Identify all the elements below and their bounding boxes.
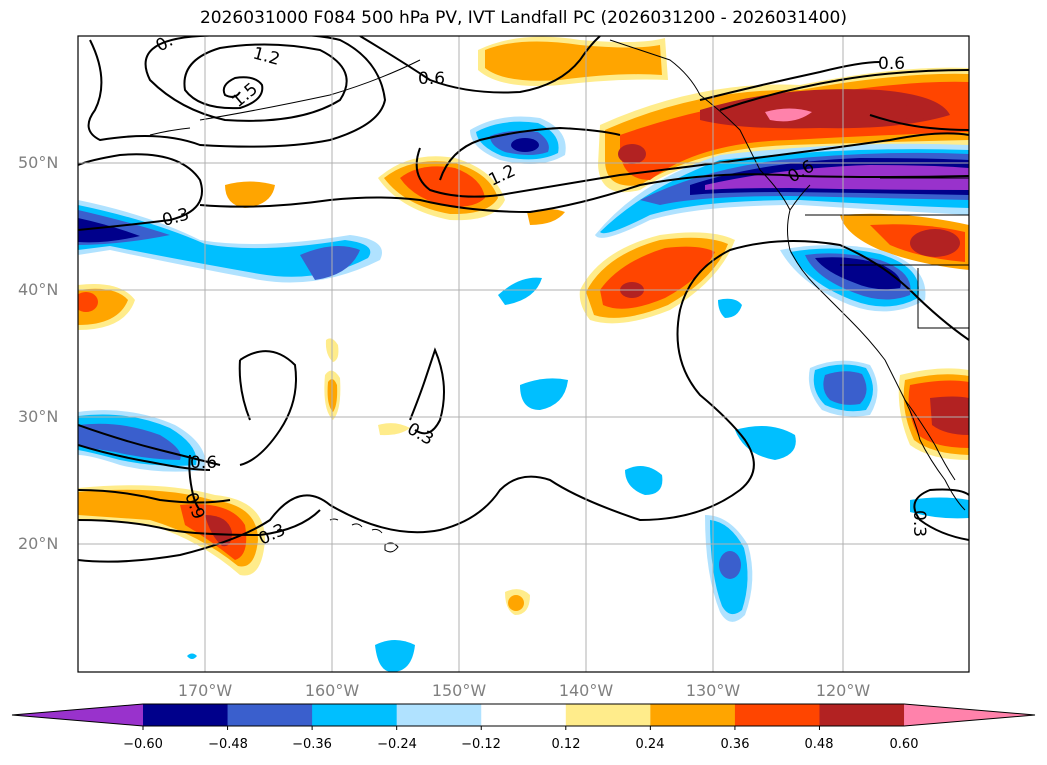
coastlines [149,39,969,553]
contour-label: 0.6 [418,69,445,89]
pv-contours [78,36,969,563]
lon-label-170w: 170°W [177,681,233,700]
lon-label-120w: 120°W [815,681,871,700]
colorbar-cell [904,704,1035,726]
colorbar-tick: −0.24 [377,737,417,752]
colorbar-cell [227,704,313,726]
lat-label-30n: 30°N [18,407,59,426]
lat-label-40n: 40°N [18,280,59,299]
lon-label-160w: 160°W [304,681,360,700]
contour-label: 0.6 [878,54,905,74]
colorbar-tick: −0.36 [292,737,332,752]
gridlines [78,36,969,672]
colorbar-cell [396,704,482,726]
map-panel: 0. 1.2 1.5 0.6 1.2 0.3 0.6 0.9 0.3 0.3 0… [77,31,970,673]
colorbar-cell [734,704,820,726]
colorbar-tick: 0.24 [635,737,665,752]
shaded-anomalies [78,36,969,672]
colorbar-cell [565,704,651,726]
colorbar-tick: 0.36 [720,737,750,752]
colorbar [11,703,1036,730]
colorbar-tick: 0.48 [804,737,834,752]
colorbar-tick: −0.60 [123,737,163,752]
map-title: 2026031000 F084 500 hPa PV, IVT Landfall… [199,8,847,28]
contour-label: 0.3 [909,510,929,537]
lon-label-130w: 130°W [685,681,741,700]
lat-label-50n: 50°N [18,153,59,172]
colorbar-tick: −0.12 [461,737,501,752]
lat-label-20n: 20°N [18,534,59,553]
map-frame [77,35,970,673]
colorbar-tick: 0.60 [889,737,919,752]
colorbar-cell [650,704,736,726]
colorbar-tick: 0.12 [551,737,581,752]
colorbar-cell [312,704,398,726]
colorbar-cell [143,704,229,726]
colorbar-cell [819,704,905,726]
contour-label: 0.6 [190,453,217,473]
colorbar-tick: −0.48 [208,737,248,752]
lon-label-140w: 140°W [558,681,614,700]
colorbar-cell [12,704,143,726]
lon-label-150w: 150°W [431,681,487,700]
colorbar-cell [481,704,567,726]
